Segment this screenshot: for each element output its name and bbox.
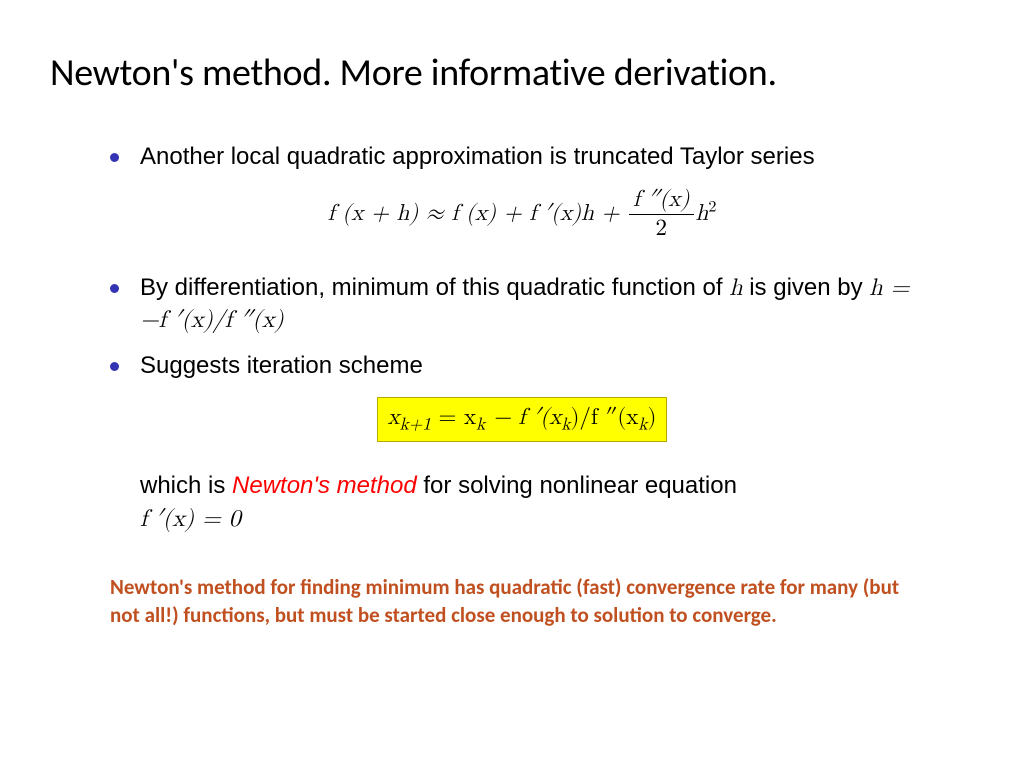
formula-iteration-highlight: xk+1 = xk − f ′(xk)/f ″(xk)	[377, 397, 668, 443]
slide-title: Newton's method. More informative deriva…	[50, 50, 974, 96]
it-rhs2: )/f ″(x	[570, 406, 638, 429]
slide-content: Another local quadratic approximation is…	[50, 141, 974, 535]
formula-taylor-num: f ″(x)	[629, 187, 693, 214]
it-sub2: k	[476, 416, 485, 433]
it-mid: = x	[431, 406, 476, 429]
bullet-scheme: Suggests iteration scheme	[110, 350, 934, 382]
newton-method-emph: Newton's method	[232, 472, 417, 499]
formula-iteration-block: xk+1 = xk − f ′(xk)/f ″(xk)	[110, 397, 934, 443]
it-x1: x	[388, 406, 400, 429]
formula-taylor-h: h	[696, 202, 709, 225]
it-sub1: k+1	[400, 416, 431, 433]
it-rhs: − f ′(x	[485, 406, 561, 429]
bullet-taylor: Another local quadratic approximation is…	[110, 141, 934, 173]
b2-pre: By differentiation, minimum of this quad…	[140, 274, 729, 301]
b2-var: h	[729, 276, 742, 300]
it-rhs3: )	[648, 406, 657, 429]
it-sub4: k	[638, 416, 647, 433]
bullet-differentiation: By differentiation, minimum of this quad…	[110, 272, 934, 337]
cont-pre: which is	[140, 472, 232, 499]
continuation-text: which is Newton's method for solving non…	[110, 470, 934, 535]
b2-mid: is given by	[743, 274, 870, 301]
formula-taylor: f (x + h) ≈ f (x) + f ′(x)h + f ″(x)2h2	[110, 187, 934, 243]
cont-post: for solving nonlinear equation	[417, 472, 737, 499]
cont-eq: f ′(x) = 0	[140, 507, 241, 531]
formula-taylor-sq: 2	[708, 200, 716, 216]
slide-footnote: Newton's method for finding minimum has …	[50, 573, 974, 630]
formula-taylor-den: 2	[629, 215, 693, 244]
formula-taylor-lhs: f (x + h) ≈ f (x) + f ′(x)h +	[328, 202, 627, 225]
